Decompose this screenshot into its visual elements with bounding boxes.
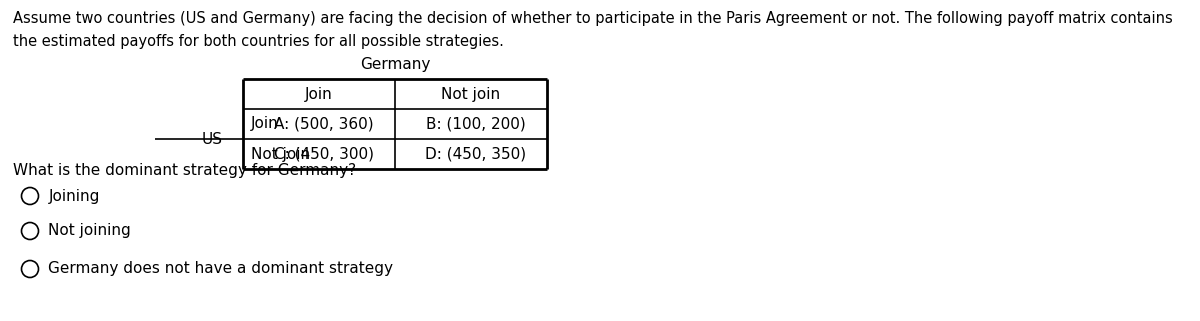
Text: Germany does not have a dominant strategy: Germany does not have a dominant strateg… <box>48 262 394 276</box>
Text: A: (500, 360): A: (500, 360) <box>274 117 374 132</box>
Text: US: US <box>202 132 223 146</box>
Text: the estimated payoffs for both countries for all possible strategies.: the estimated payoffs for both countries… <box>13 34 504 49</box>
Text: Assume two countries (US and Germany) are facing the decision of whether to part: Assume two countries (US and Germany) ar… <box>13 11 1172 26</box>
Text: Join: Join <box>305 86 332 101</box>
Text: Joining: Joining <box>48 188 100 204</box>
Text: Not join: Not join <box>442 86 500 101</box>
Text: Germany: Germany <box>360 57 430 72</box>
Text: D: (450, 350): D: (450, 350) <box>426 146 527 161</box>
Text: Not join: Not join <box>251 146 310 161</box>
Text: B: (100, 200): B: (100, 200) <box>426 117 526 132</box>
Text: C: (450, 300): C: (450, 300) <box>274 146 374 161</box>
Text: What is the dominant strategy for Germany?: What is the dominant strategy for German… <box>13 163 356 178</box>
Text: Join: Join <box>251 117 278 132</box>
Text: Not joining: Not joining <box>48 223 131 239</box>
